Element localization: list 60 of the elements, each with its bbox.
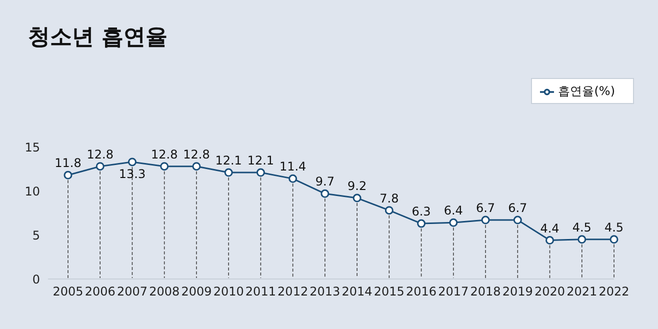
point [192, 162, 201, 171]
data-label: 7.8 [380, 191, 399, 206]
data-label: 4.5 [572, 220, 592, 234]
x-tick-label: 2015 [374, 284, 404, 299]
data-label: 12.1 [215, 154, 242, 168]
data-label: 12.1 [247, 154, 274, 168]
data-label: 11.4 [279, 160, 306, 174]
point [320, 189, 330, 198]
x-tick-label: 2014 [342, 284, 372, 299]
data-label: 4.5 [604, 220, 624, 234]
legend-label: 흡연율(%) [558, 84, 615, 98]
y-tick-label: 15 [24, 140, 40, 154]
y-tick-label: 0 [32, 272, 40, 286]
x-tick-label: 2013 [310, 284, 340, 299]
data-label: 6.3 [412, 204, 431, 219]
x-tick-label: 2022 [598, 284, 630, 299]
data-label: 4.4 [540, 221, 560, 236]
x-tick-label: 2018 [470, 284, 501, 299]
chart-title: 청소년 흡연율 [28, 24, 168, 52]
data-label: 12.8 [86, 147, 114, 162]
point [578, 235, 586, 244]
point [96, 162, 104, 171]
point [384, 206, 394, 215]
point [417, 219, 426, 228]
data-label: 11.8 [54, 156, 82, 170]
data-label: 9.7 [315, 174, 334, 189]
x-tick-label: 2020 [534, 284, 566, 299]
y-tick-label: 5 [32, 228, 40, 242]
point [481, 216, 490, 224]
data-label: 12.8 [183, 147, 210, 162]
y-tick-label: 10 [24, 184, 40, 198]
point [610, 235, 618, 244]
point [288, 174, 298, 183]
data-label: 6.7 [476, 201, 496, 216]
point [256, 168, 265, 177]
x-tick-label: 2010 [213, 284, 244, 299]
point [160, 162, 169, 171]
x-tick-label: 2012 [278, 284, 308, 299]
x-tick-label: 2019 [502, 284, 533, 299]
x-tick-label: 2011 [245, 284, 276, 299]
x-tick-label: 2017 [438, 284, 469, 299]
x-tick-label: 2009 [181, 284, 212, 299]
data-label: 6.7 [508, 201, 528, 216]
x-tick-label: 2021 [566, 284, 598, 299]
point [449, 218, 458, 227]
x-tick-label: 2006 [84, 284, 116, 299]
x-tick-label: 2016 [406, 284, 437, 299]
point [513, 216, 522, 224]
x-tick-label: 2007 [116, 284, 148, 299]
point [64, 170, 72, 180]
data-label: 9.2 [348, 179, 367, 194]
data-label: 12.8 [150, 147, 178, 162]
point [128, 158, 136, 166]
x-tick-label: 2008 [149, 284, 180, 299]
point [224, 168, 233, 177]
point [546, 236, 554, 245]
point [352, 194, 362, 202]
data-label: 13.3 [118, 166, 146, 181]
x-tick-label: 2005 [52, 284, 84, 299]
data-label: 6.4 [444, 204, 463, 218]
